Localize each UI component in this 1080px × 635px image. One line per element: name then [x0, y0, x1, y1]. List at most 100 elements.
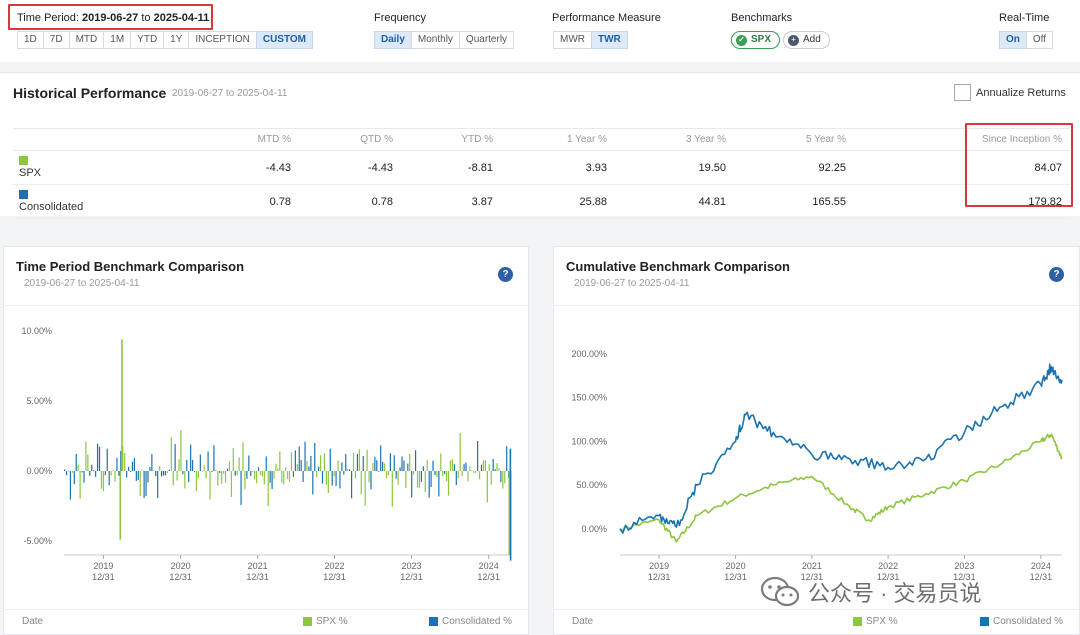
- return-bar: [422, 466, 424, 471]
- return-bar: [478, 471, 481, 480]
- return-bar: [413, 471, 415, 475]
- watermark: 公众号 · 交易员说: [760, 576, 982, 608]
- range-1y-button[interactable]: 1Y: [163, 31, 190, 49]
- realtime-on-button[interactable]: On: [999, 31, 1027, 49]
- return-bar: [451, 459, 454, 471]
- benchmark-spx-pill[interactable]: ✓ SPX: [731, 31, 781, 49]
- frequency-monthly-button[interactable]: Monthly: [410, 31, 460, 49]
- x-tick-label: 2024: [479, 561, 499, 571]
- highlight-box-time-period: [8, 4, 213, 30]
- return-bar: [393, 455, 395, 471]
- return-bar: [87, 454, 89, 471]
- return-bar: [151, 454, 153, 471]
- return-bar: [285, 467, 287, 471]
- time-period-to: to: [141, 12, 151, 24]
- table-cell: 3.87: [401, 184, 501, 219]
- return-bar: [469, 466, 471, 471]
- return-bar: [190, 444, 192, 471]
- return-bar: [455, 471, 457, 486]
- return-bar: [298, 446, 300, 471]
- toolbar: Time Period: 2019-06-27 to 2025-04-11 1D…: [0, 0, 1080, 62]
- return-bar: [467, 471, 469, 482]
- return-bar: [273, 471, 275, 479]
- return-bar: [238, 457, 240, 471]
- help-icon[interactable]: ?: [1049, 267, 1064, 282]
- legend-swatch: [429, 617, 438, 626]
- x-tick-label: 12/31: [323, 572, 346, 582]
- return-bar: [316, 471, 318, 477]
- realtime-off-button[interactable]: Off: [1025, 31, 1054, 49]
- x-tick-label: 2019: [649, 561, 669, 571]
- range-ytd-button[interactable]: YTD: [130, 31, 165, 49]
- return-bar: [424, 471, 426, 493]
- return-bar: [414, 450, 417, 471]
- return-bar: [166, 471, 168, 474]
- performance-mwr-button[interactable]: MWR: [553, 31, 592, 49]
- return-bar: [118, 471, 120, 476]
- y-tick-label: 5.00%: [26, 396, 52, 406]
- range-1m-button[interactable]: 1M: [103, 31, 132, 49]
- return-bar: [296, 464, 298, 471]
- range-inception-button[interactable]: INCEPTION: [188, 31, 257, 49]
- range-mtd-button[interactable]: MTD: [68, 31, 105, 49]
- x-tick-label: 2023: [402, 561, 422, 571]
- return-bar: [209, 471, 211, 500]
- table-cell: 44.81: [615, 184, 734, 219]
- range-custom-button[interactable]: CUSTOM: [255, 31, 314, 49]
- return-bar: [389, 453, 391, 471]
- help-icon[interactable]: ?: [498, 267, 513, 282]
- benchmark-add-button[interactable]: + Add: [783, 31, 830, 49]
- wechat-icon: [760, 576, 800, 607]
- return-bar: [327, 471, 329, 494]
- return-bar: [221, 471, 223, 484]
- range-buttons: 1D 7D MTD 1M YTD 1Y INCEPTION CUSTOM: [17, 31, 314, 49]
- legend-label: Consolidated %: [442, 616, 513, 627]
- range-7d-button[interactable]: 7D: [42, 31, 70, 49]
- return-bar: [226, 468, 229, 471]
- return-bar: [143, 471, 145, 498]
- x-tick-label: 2022: [325, 561, 345, 571]
- return-bar: [254, 471, 256, 480]
- return-bar: [240, 471, 242, 506]
- legend-spx[interactable]: SPX %: [303, 616, 348, 627]
- frequency-quarterly-button[interactable]: Quarterly: [458, 31, 515, 49]
- x-tick-label: 12/31: [92, 572, 115, 582]
- return-bar: [399, 467, 401, 471]
- performance-twr-button[interactable]: TWR: [591, 31, 628, 49]
- table-cell: 84.07: [854, 150, 1070, 185]
- return-bar: [110, 471, 112, 476]
- legend-consolidated[interactable]: Consolidated %: [980, 616, 1063, 627]
- frequency-daily-button[interactable]: Daily: [374, 31, 412, 49]
- legend-label: SPX %: [866, 616, 898, 627]
- range-1d-button[interactable]: 1D: [17, 31, 44, 49]
- return-bar: [112, 470, 114, 472]
- return-bar-highlight: [121, 339, 123, 471]
- x-tick-label: 12/31: [169, 572, 192, 582]
- return-bar: [98, 446, 101, 471]
- annualize-returns-toggle[interactable]: Annualize Returns: [954, 84, 1066, 101]
- left-chart-footer: Date SPX % Consolidated %: [4, 609, 528, 634]
- legend-consolidated[interactable]: Consolidated %: [429, 616, 512, 627]
- return-bar: [378, 470, 380, 472]
- table-cell: 19.50: [615, 150, 734, 185]
- return-bar: [300, 460, 302, 471]
- return-bar: [350, 471, 353, 499]
- annualize-checkbox[interactable]: [954, 84, 971, 101]
- return-bar: [259, 471, 262, 475]
- time-period-end: 2025-04-11: [153, 12, 210, 24]
- y-tick-label: 50.00%: [576, 480, 607, 490]
- return-bar: [310, 455, 312, 471]
- return-bar: [69, 471, 72, 500]
- series-line: [619, 433, 1063, 543]
- return-bar: [83, 471, 85, 483]
- legend-spx[interactable]: SPX %: [853, 616, 898, 627]
- time-period-label[interactable]: Time Period: 2019-06-27 to 2025-04-11: [17, 12, 209, 24]
- realtime-label: Real-Time: [999, 12, 1050, 24]
- cumulative-returns-chart: 200.00%150.00%100.00%50.00%0.00%201912/3…: [571, 349, 1063, 582]
- return-bar: [504, 471, 506, 484]
- return-bar: [494, 469, 496, 471]
- return-bar: [482, 460, 485, 471]
- return-bar: [195, 471, 198, 492]
- frequency-label: Frequency: [374, 12, 426, 24]
- table-cell: 92.25: [734, 150, 854, 185]
